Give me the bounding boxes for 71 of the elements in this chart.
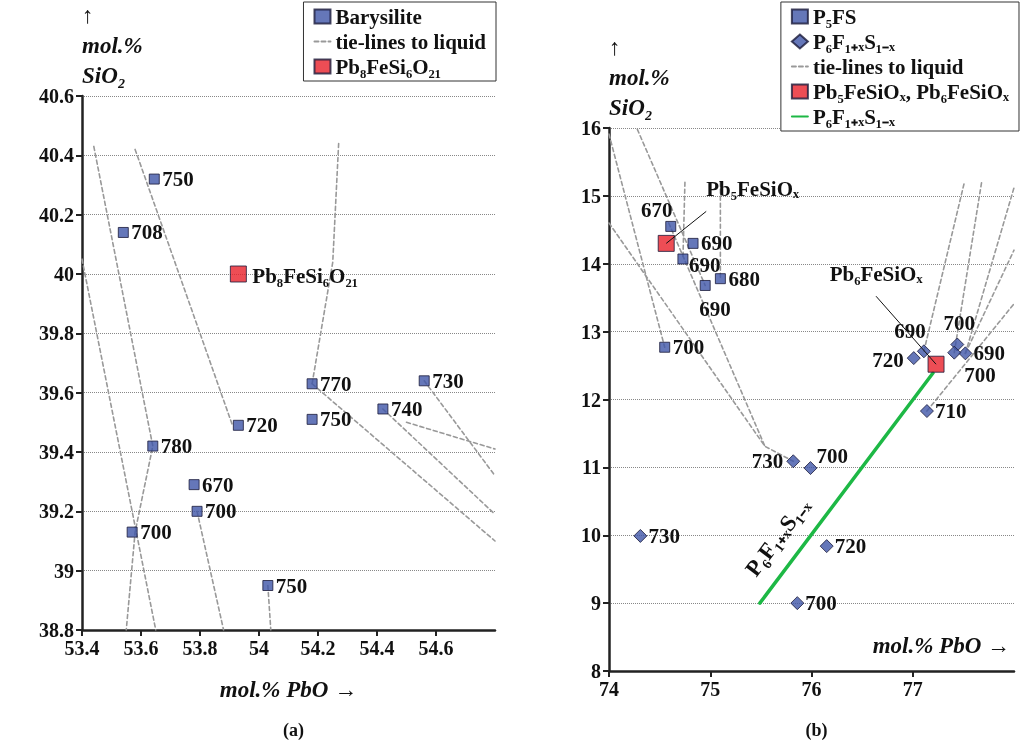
x-tick-label: 54.4	[359, 637, 395, 659]
x-axis-title: mol.% PbO →	[872, 633, 1010, 658]
y-tick-label: 10	[581, 524, 601, 547]
annotation: Pb₅FeSiOₓ	[706, 176, 801, 201]
y-tick-label: 39.6	[39, 381, 74, 404]
annotation: 690	[688, 253, 721, 277]
x-tick-label: 53.6	[123, 637, 159, 659]
x-tick-label: 54.6	[418, 637, 454, 659]
legend-label: tie-lines to liquid	[335, 29, 487, 54]
annotation: 770	[320, 371, 352, 396]
y-tick-label: 12	[581, 388, 601, 411]
annotation: 700	[672, 335, 705, 360]
y-tick-label: 39	[54, 559, 74, 582]
x-tick-label: 74	[599, 678, 619, 700]
annotation: 700	[140, 520, 172, 545]
annotation: 720	[872, 348, 904, 373]
text: (a)	[283, 720, 304, 741]
annotation: 700	[205, 499, 237, 524]
annotation: 740	[390, 396, 423, 421]
legend-label: Pb₅FeSiOₓ, Pb₆FeSiOₓ	[812, 79, 1010, 104]
legend-label: P₅FS	[812, 4, 857, 29]
y-tick-label: 40.4	[39, 144, 74, 167]
annotation: Pb₆FeSiOₓ	[829, 261, 924, 286]
y-axis-title: ↑ mol.% SiO₂	[609, 34, 670, 120]
x-tick-label: 75	[700, 678, 721, 700]
annotation: 700	[805, 591, 837, 616]
text: (b)	[805, 720, 828, 741]
x-axis-title: mol.% PbO →	[219, 677, 358, 702]
annotation: 720	[834, 534, 867, 559]
y-tick-label: 40.2	[39, 203, 74, 226]
legend-label: Pb₈FeSi₆O₂₁	[335, 54, 442, 79]
y-tick-label: 39.4	[39, 441, 74, 463]
annotation: 750	[320, 407, 352, 432]
y-tick-label: 9	[591, 592, 601, 615]
y-tick-label: 40.6	[39, 85, 74, 107]
x-tick-label: 76	[801, 678, 822, 700]
y-tick-label: 16	[581, 117, 601, 139]
y-tick-label: 14	[581, 252, 601, 275]
annotation: 690	[699, 297, 731, 322]
y-axis-title: ↑ mol.% SiO₂	[82, 2, 143, 88]
annotation: 680	[728, 266, 760, 291]
x-tick-label: 77	[902, 678, 923, 700]
x-tick-label: 54.2	[300, 637, 336, 659]
y-tick-label: 15	[581, 184, 601, 207]
y-tick-label: 13	[581, 320, 601, 343]
annotation: 750	[275, 573, 308, 598]
annotation: 730	[648, 523, 680, 548]
annotation: 710	[934, 399, 967, 424]
y-tick-label: 8	[591, 660, 601, 682]
annotation: Pb₈FeSi₆O₂₁	[252, 264, 359, 288]
annotation: 720	[246, 413, 278, 438]
legend-label: tie-lines to liquid	[812, 54, 964, 79]
annotation: 730	[432, 368, 464, 393]
y-tick-label: 40	[54, 263, 74, 285]
y-tick-label: 11	[582, 456, 601, 479]
legend-label: P₆F₁₊ₓS₁₋ₓ	[812, 104, 897, 129]
annotation: 670	[202, 472, 234, 497]
annotation: 780	[160, 434, 193, 459]
annotation: 700	[816, 444, 848, 469]
legend-label: P₆F₁₊ₓS₁₋ₓ	[812, 29, 897, 54]
y-tick-label: 39.2	[39, 500, 74, 523]
y-tick-label: 39.8	[39, 322, 74, 345]
x-tick-label: 54	[249, 637, 269, 659]
annotation: 750	[162, 167, 194, 192]
annotation: 730	[751, 449, 784, 474]
x-tick-label: 53.8	[182, 637, 218, 659]
legend-label: Barysilite	[335, 4, 422, 29]
annotation: 690	[701, 231, 733, 256]
annotation: 700	[943, 310, 976, 335]
annotation: 670	[641, 198, 673, 223]
annotation: 708	[131, 220, 163, 245]
